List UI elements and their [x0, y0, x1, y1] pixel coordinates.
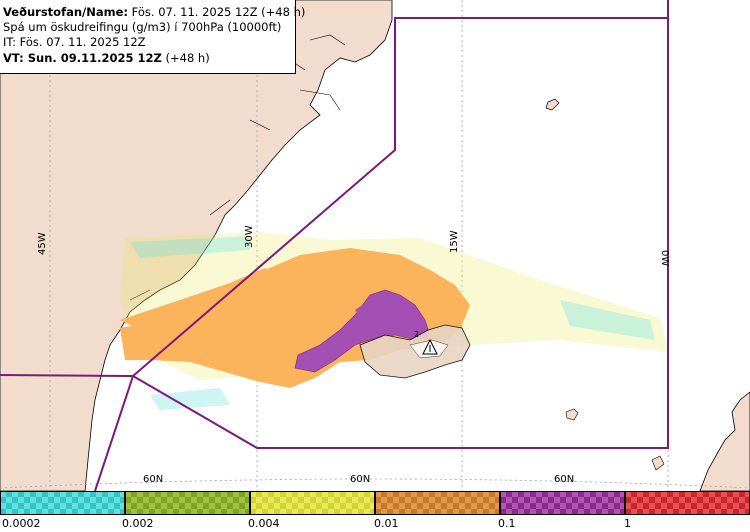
- greenland-fjords: [129, 34, 346, 301]
- meridian-label-30w: 30W: [244, 225, 255, 248]
- legend-bin-1: [125, 491, 250, 515]
- info-vt-label: VT: Sun. 09.11.2025 12Z: [3, 50, 162, 65]
- legend-bar: [0, 491, 750, 515]
- ash-plume-mid-spur: [355, 300, 378, 322]
- fir-boundary: [0, 0, 669, 492]
- legend-label-4: 0.1: [498, 517, 516, 530]
- legend-label-3: 0.01: [374, 517, 399, 530]
- legend-bin-2: [250, 491, 375, 515]
- info-box: Veðurstofan/Name: Fös. 07. 11. 2025 12Z …: [0, 0, 305, 74]
- info-line-2: Spá um öskudreifingu (g/m3) í 700hPa (10…: [3, 20, 282, 35]
- legend-label-1: 0.002: [122, 517, 154, 530]
- parallel-label-3: 60N: [554, 474, 574, 485]
- info-line-1: Veðurstofan/Name: Fös. 07. 11. 2025 12Z …: [3, 5, 305, 20]
- info-vt-value: (+48 h): [161, 50, 210, 65]
- meridian-label-15w: 15W: [449, 230, 460, 253]
- info-line-4: VT: Sun. 09.11.2025 12Z (+48 h): [3, 51, 295, 66]
- info-name-label: Veðurstofan/Name:: [3, 5, 128, 19]
- greenland-landmass: [0, 0, 393, 492]
- faroe-islands: [651, 455, 665, 471]
- info-line-3: IT: Fös. 07. 11. 2025 12Z: [3, 35, 146, 50]
- legend-label-0: 0.0002: [2, 517, 41, 530]
- volcano-label: 2: [414, 330, 419, 339]
- ash-plume-mid: [294, 289, 431, 373]
- legend-label-2: 0.004: [248, 517, 280, 530]
- parallel-label-1: 60N: [143, 474, 163, 485]
- legend-label-5: 1: [624, 517, 631, 530]
- meridian-label-45w: 45W: [37, 232, 48, 255]
- parallel-labels: 60N 60N 60N: [143, 474, 574, 485]
- meridian-labels: 45W 30W 15W 0W: [37, 225, 670, 266]
- island-small: [565, 408, 579, 421]
- legend-bin-0: [0, 491, 125, 515]
- legend-bin-4: [500, 491, 625, 515]
- meridian-label-0w: 0W: [659, 250, 670, 266]
- volcano-marker: 2: [414, 330, 438, 355]
- legend-bin-3: [375, 491, 500, 515]
- info-name-value: Fös. 07. 11. 2025 12Z (+48 h): [128, 5, 306, 19]
- parallel-label-2: 60N: [350, 474, 370, 485]
- legend-bin-5: [625, 491, 750, 515]
- island-northeast: [545, 98, 560, 111]
